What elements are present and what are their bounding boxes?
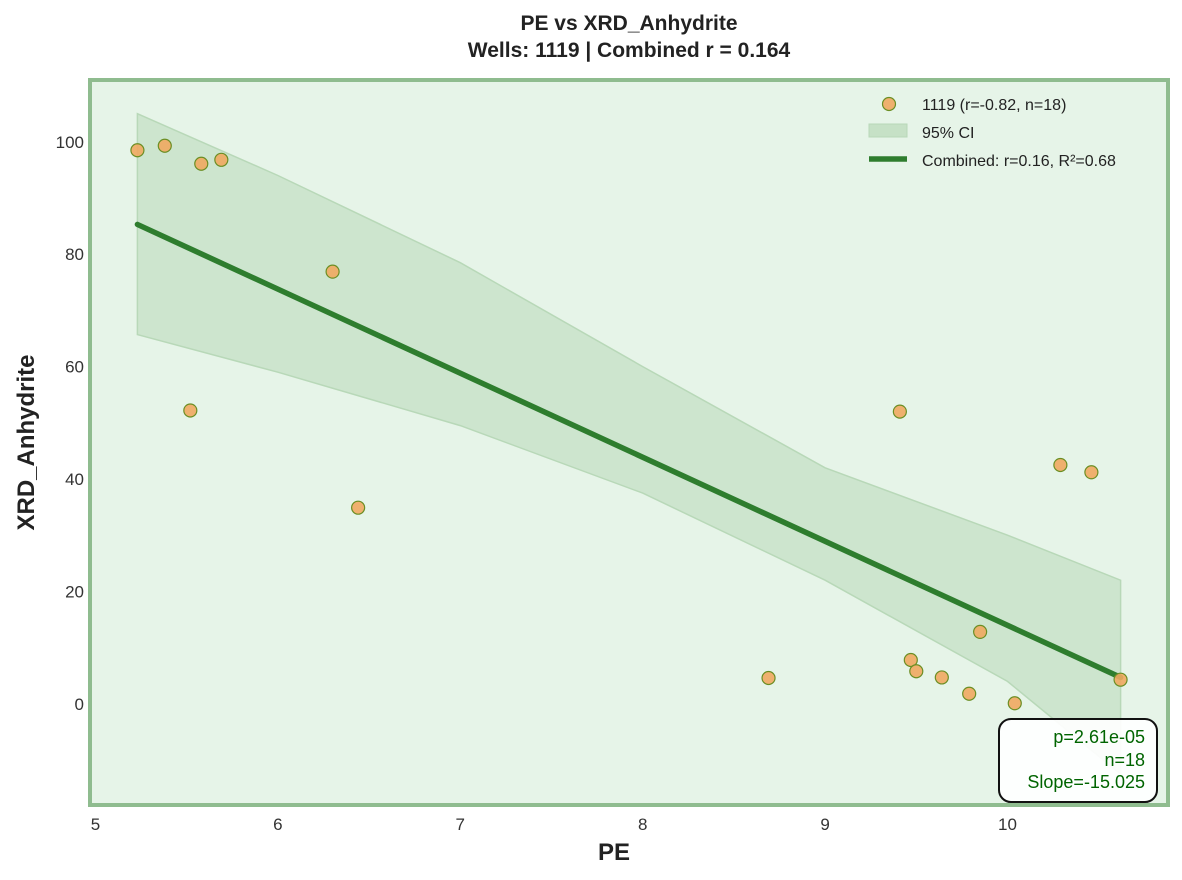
stats-slope: Slope=-15.025 [1027, 772, 1145, 792]
x-tick-label: 10 [998, 815, 1017, 834]
data-point [962, 686, 977, 701]
y-axis-label: XRD_Anhydrite [13, 354, 40, 530]
y-tick-label: 60 [65, 358, 84, 377]
data-point [1113, 672, 1128, 687]
data-point [903, 652, 918, 668]
data-points-layer [130, 138, 1128, 711]
fit-line [134, 221, 1124, 681]
chart-title-line-2: Wells: 1119 | Combined r = 0.164 [467, 39, 791, 62]
x-tick-label: 6 [273, 815, 282, 834]
x-tick-label: 9 [820, 815, 829, 834]
legend-label-ci: 95% CI [922, 125, 974, 142]
stats-box-frame [998, 718, 1158, 803]
data-point [325, 264, 340, 279]
stats-box: p=2.61e-05 n=18 Slope=-15.025 [998, 718, 1158, 803]
y-tick-label: 20 [65, 582, 84, 601]
x-tick-label: 8 [638, 815, 647, 834]
data-point [351, 500, 366, 515]
x-axis-ticks: 5 6 7 8 9 10 [91, 815, 1017, 834]
stats-n: n=18 [1104, 750, 1145, 770]
data-point [909, 664, 924, 679]
data-point [934, 670, 949, 685]
data-point [1053, 457, 1068, 473]
data-point [892, 404, 907, 419]
y-axis-ticks: 0 20 40 60 80 100 [56, 133, 84, 714]
legend: 1119 (r=-0.82, n=18) 95% CI Combined: r=… [868, 96, 1116, 170]
data-point [973, 624, 988, 639]
data-point [1084, 465, 1099, 480]
plot-frame [88, 78, 1170, 807]
legend-marker-points [881, 96, 897, 112]
x-axis-label: PE [598, 839, 630, 866]
data-point [761, 670, 776, 686]
legend-label-points: 1119 (r=-0.82, n=18) [922, 97, 1066, 114]
chart-title: PE vs XRD_Anhydrite Wells: 1119 | Combin… [0, 10, 1182, 64]
stats-p-value: p=2.61e-05 [1053, 727, 1145, 747]
data-point [183, 403, 198, 418]
legend-marker-ci [868, 123, 908, 138]
data-point [157, 138, 172, 153]
chart-title-line-1: PE vs XRD_Anhydrite [520, 12, 738, 35]
y-tick-label: 40 [65, 470, 84, 489]
y-tick-label: 0 [75, 695, 84, 714]
fit-line-layer [134, 221, 1124, 681]
y-tick-label: 80 [65, 245, 84, 264]
data-point [130, 143, 145, 158]
data-point [1007, 696, 1022, 711]
data-point [214, 152, 229, 167]
x-tick-label: 5 [91, 815, 100, 834]
y-tick-label: 100 [56, 133, 84, 152]
x-tick-label: 7 [456, 815, 465, 834]
data-point [194, 156, 209, 171]
legend-label-fit: Combined: r=0.16, R²=0.68 [922, 153, 1116, 170]
